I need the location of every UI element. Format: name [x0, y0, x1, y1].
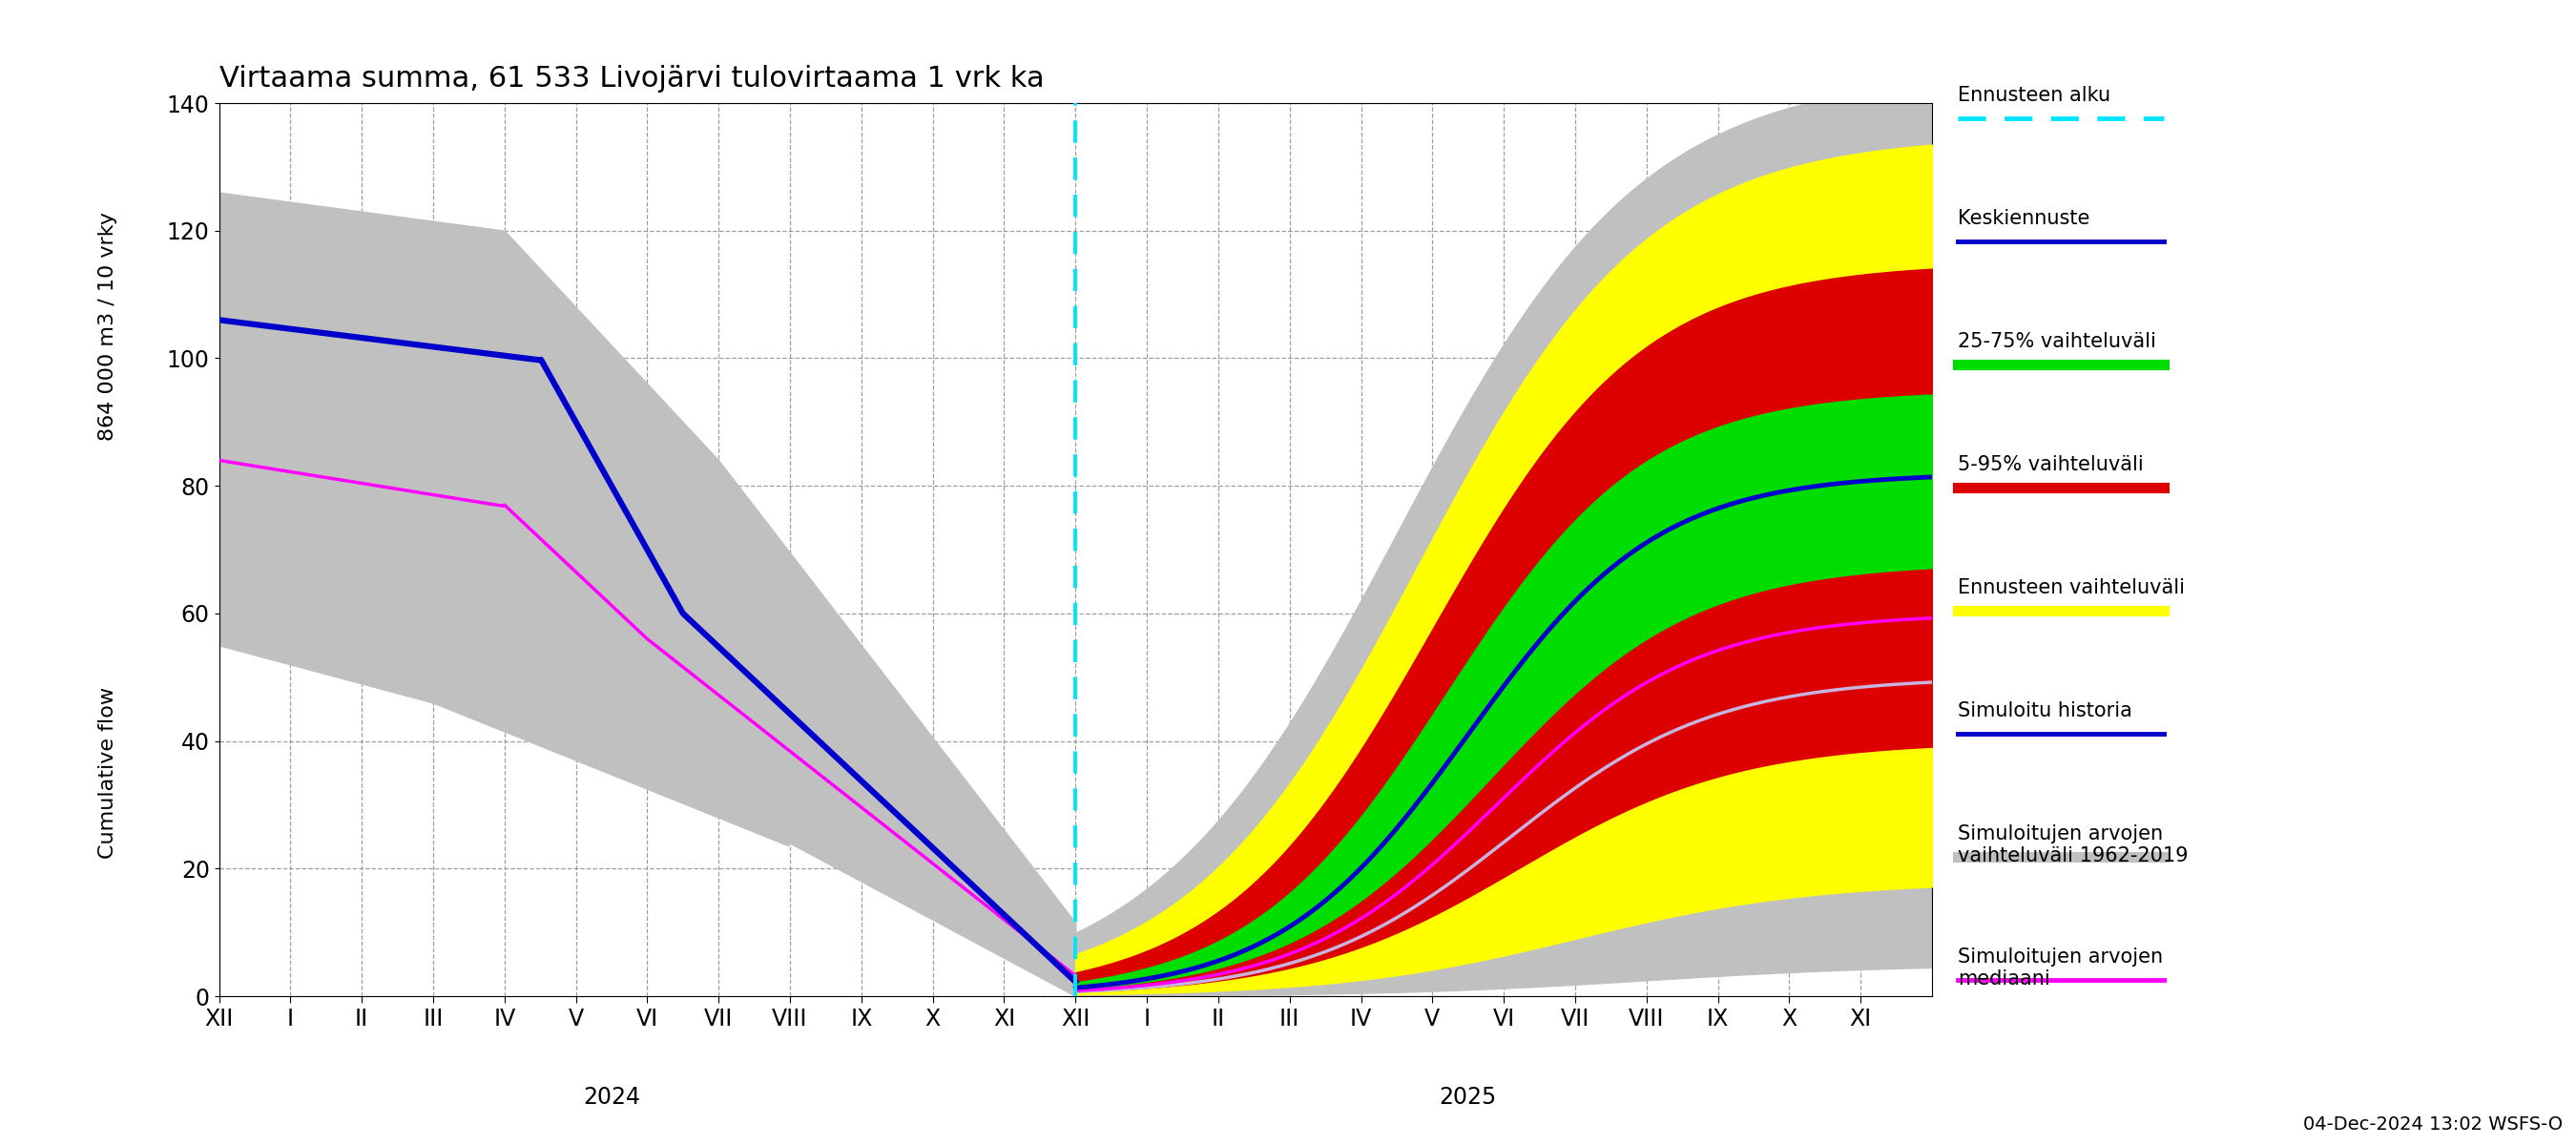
- Text: 2025: 2025: [1440, 1085, 1497, 1108]
- Text: Simuloitu historia: Simuloitu historia: [1958, 701, 2133, 720]
- Text: 864 000 m3 / 10 vrky: 864 000 m3 / 10 vrky: [98, 212, 116, 441]
- Text: 04-Dec-2024 13:02 WSFS-O: 04-Dec-2024 13:02 WSFS-O: [2303, 1115, 2563, 1134]
- Text: Virtaama summa, 61 533 Livojärvi tulovirtaama 1 vrk ka: Virtaama summa, 61 533 Livojärvi tulovir…: [219, 65, 1043, 93]
- Text: Ennusteen alku: Ennusteen alku: [1958, 86, 2110, 105]
- Text: Simuloitujen arvojen
mediaani: Simuloitujen arvojen mediaani: [1958, 947, 2164, 988]
- Text: Cumulative flow: Cumulative flow: [98, 687, 116, 859]
- Text: 2024: 2024: [582, 1085, 641, 1108]
- Text: Simuloitujen arvojen
vaihteluväli 1962-2019: Simuloitujen arvojen vaihteluväli 1962-2…: [1958, 824, 2187, 866]
- Text: Ennusteen vaihteluväli: Ennusteen vaihteluväli: [1958, 578, 2184, 598]
- Text: 5-95% vaihteluväli: 5-95% vaihteluväli: [1958, 455, 2143, 474]
- Text: 25-75% vaihteluväli: 25-75% vaihteluväli: [1958, 332, 2156, 352]
- Text: Keskiennuste: Keskiennuste: [1958, 208, 2089, 228]
